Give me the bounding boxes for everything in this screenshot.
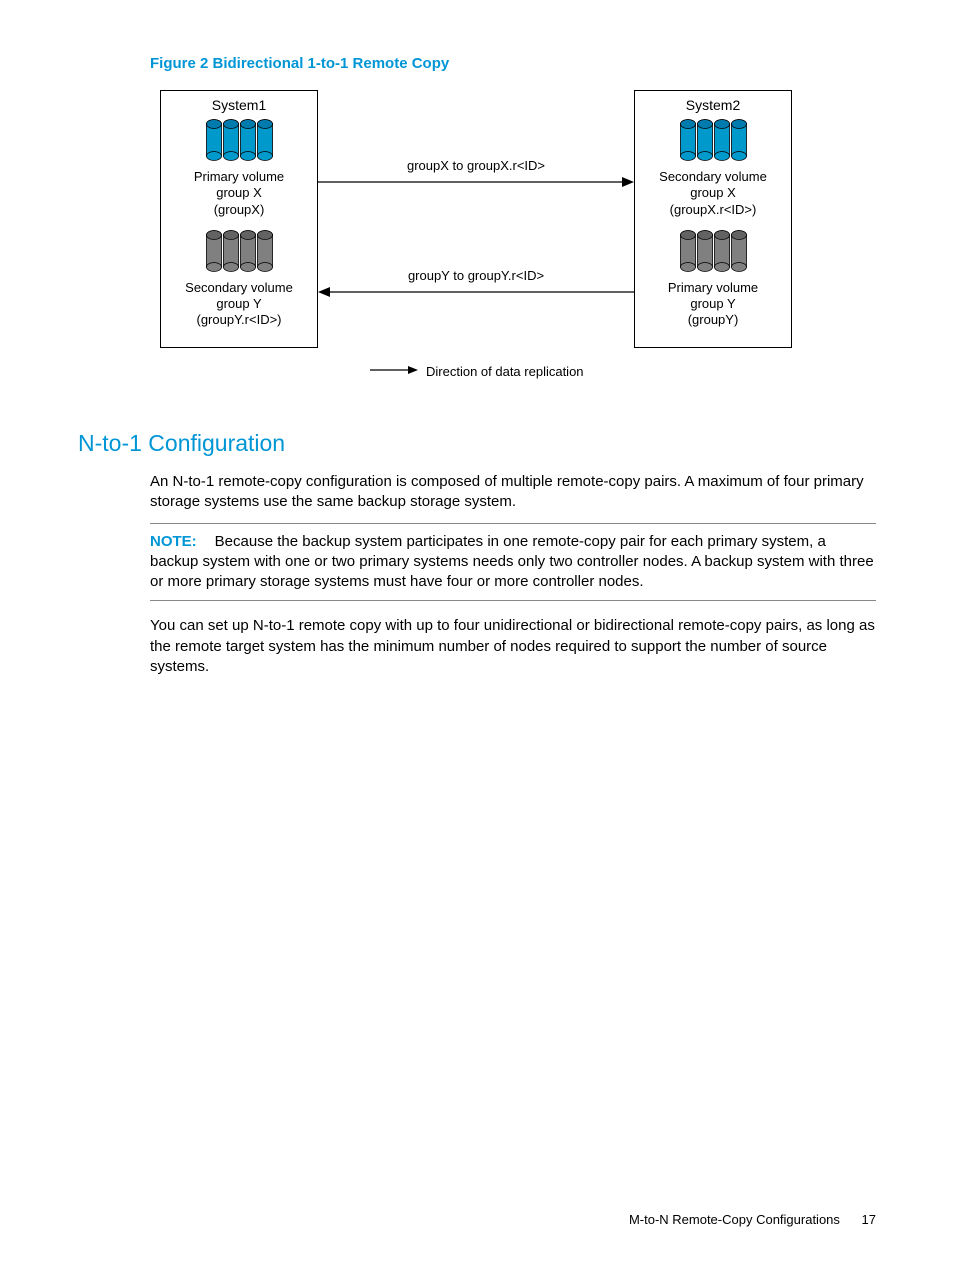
arrow-left-icon <box>318 285 634 299</box>
arrow1-label: groupX to groupX.r<ID> <box>318 158 634 173</box>
text: group Y <box>690 296 735 311</box>
text: group X <box>216 185 262 200</box>
system1-title: System1 <box>161 97 317 113</box>
text: (groupY.r<ID>) <box>196 312 281 327</box>
section-heading: N-to-1 Configuration <box>78 430 876 457</box>
page: Figure 2 Bidirectional 1-to-1 Remote Cop… <box>0 0 954 1271</box>
text: group Y <box>216 296 261 311</box>
diagram-legend: Direction of data replication <box>370 364 584 379</box>
text: (groupX) <box>214 202 265 217</box>
system2-title: System2 <box>635 97 791 113</box>
paragraph-1: An N-to-1 remote-copy configuration is c… <box>150 472 876 513</box>
system1-vol2-cylinders <box>161 230 317 272</box>
note-block: NOTE:Because the backup system participa… <box>150 523 876 602</box>
text: (groupY) <box>688 312 739 327</box>
text: (groupX.r<ID>) <box>670 202 757 217</box>
system2-vol2-label: Primary volume group Y (groupY) <box>635 280 791 329</box>
diagram: System1 Primary volume group X (groupX) <box>160 90 792 402</box>
footer-text: M-to-N Remote-Copy Configurations <box>629 1212 840 1227</box>
system2-vol1-label: Secondary volume group X (groupX.r<ID>) <box>635 169 791 218</box>
system2-box: System2 Secondary volume group X (groupX… <box>634 90 792 348</box>
system2-vol1-cylinders <box>635 119 791 161</box>
arrow-left-group: groupY to groupY.r<ID> <box>318 268 634 299</box>
legend-text: Direction of data replication <box>426 364 584 379</box>
text: group X <box>690 185 736 200</box>
arrow2-label: groupY to groupY.r<ID> <box>318 268 634 283</box>
text: Primary volume <box>194 169 284 184</box>
note-text: Because the backup system participates i… <box>150 533 874 591</box>
system2-vol2-cylinders <box>635 230 791 272</box>
system1-vol1-label: Primary volume group X (groupX) <box>161 169 317 218</box>
system1-box: System1 Primary volume group X (groupX) <box>160 90 318 348</box>
figure-caption: Figure 2 Bidirectional 1-to-1 Remote Cop… <box>150 55 876 72</box>
paragraph-2: You can set up N-to-1 remote copy with u… <box>150 616 876 677</box>
arrow-right-icon <box>318 175 634 189</box>
system1-vol2-label: Secondary volume group Y (groupY.r<ID>) <box>161 280 317 329</box>
arrow-legend-icon <box>370 364 418 379</box>
text: Primary volume <box>668 280 758 295</box>
arrow-right-group: groupX to groupX.r<ID> <box>318 158 634 189</box>
text: Secondary volume <box>185 280 293 295</box>
page-number: 17 <box>862 1212 876 1227</box>
text: Secondary volume <box>659 169 767 184</box>
page-footer: M-to-N Remote-Copy Configurations 17 <box>629 1212 876 1227</box>
note-label: NOTE: <box>150 533 197 550</box>
system1-vol1-cylinders <box>161 119 317 161</box>
